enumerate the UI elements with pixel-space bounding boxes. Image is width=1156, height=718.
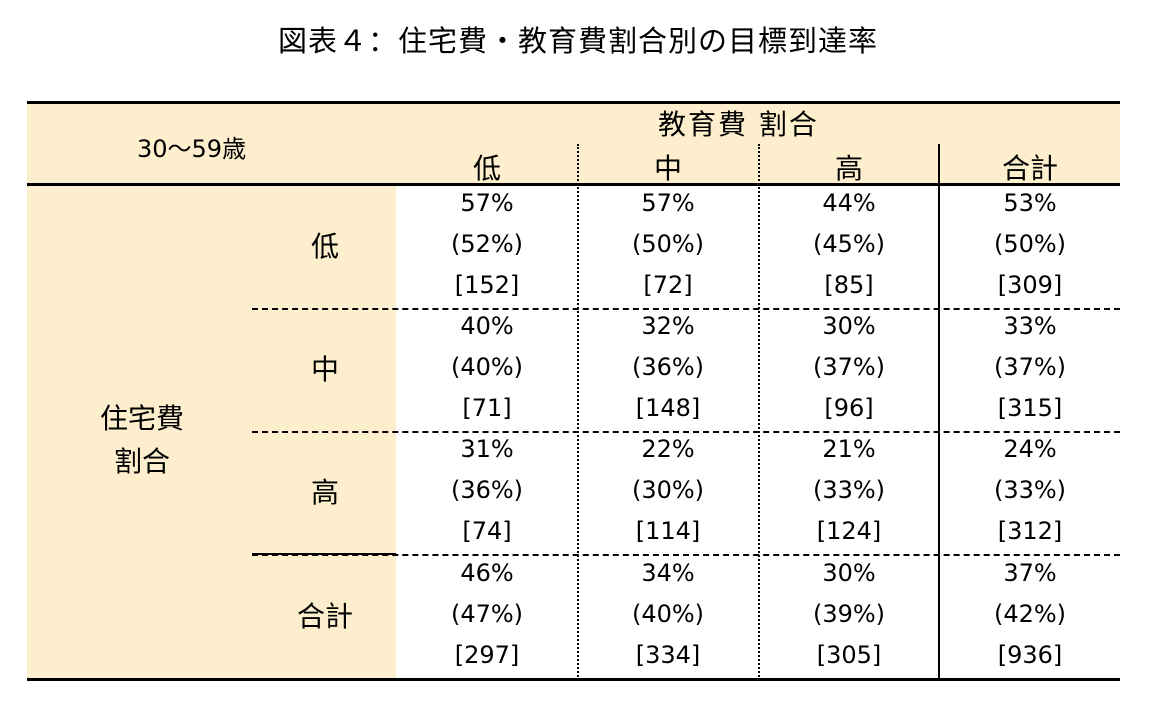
row-group-label-line: 割合 [113, 445, 170, 478]
row-divider [252, 431, 1120, 433]
corner-label: 30～59歳 [137, 135, 247, 163]
column-divider [577, 144, 579, 681]
cell-alt: (42%) [993, 600, 1067, 628]
cell-alt: (50%) [993, 230, 1067, 258]
column-header: 低 [472, 152, 501, 185]
cell-n: [71] [462, 394, 512, 422]
table-cell: 31% (36%) [74] [396, 429, 578, 552]
cell-alt: (47%) [450, 600, 524, 628]
cell-rate: 24% [1003, 435, 1057, 463]
table-cell: 22% (30%) [114] [577, 429, 759, 552]
table-cell: 40% (40%) [71] [396, 306, 578, 429]
cell-rate: 37% [1003, 559, 1057, 587]
cell-rate: 31% [460, 435, 514, 463]
cell-alt: (37%) [993, 353, 1067, 381]
column-header: 中 [653, 152, 682, 185]
cell-n: [334] [635, 641, 701, 669]
total-row-divider [252, 553, 396, 555]
table-cell: 53% (50%) [309] [939, 183, 1121, 306]
cell-n: [936] [997, 641, 1063, 669]
cell-rate: 21% [822, 435, 876, 463]
table-cell: 30% (37%) [96] [758, 306, 940, 429]
column-divider [758, 144, 760, 681]
cell-rate: 30% [822, 559, 876, 587]
table-cell: 37% (42%) [936] [939, 553, 1121, 676]
cell-rate: 40% [460, 312, 514, 340]
row-header: 低 [310, 230, 339, 263]
cell-n: [315] [997, 394, 1063, 422]
data-table: 30～59歳 教育費 割合 住宅費 割合 低中高合計低 57% (52%) [152]… [27, 101, 1120, 681]
row-group-label-line: 住宅費 [99, 402, 184, 435]
cell-n: [148] [635, 394, 701, 422]
cell-rate: 57% [460, 189, 514, 217]
cell-rate: 34% [641, 559, 695, 587]
cell-rate: 33% [1003, 312, 1057, 340]
cell-n: [114] [635, 517, 701, 545]
cell-alt: (33%) [812, 476, 886, 504]
cell-n: [72] [643, 271, 693, 299]
cell-alt: (37%) [812, 353, 886, 381]
cell-alt: (45%) [812, 230, 886, 258]
cell-n: [74] [462, 517, 512, 545]
column-header: 合計 [1001, 152, 1058, 185]
table-cell: 44% (45%) [85] [758, 183, 940, 306]
header-bottom-border [27, 183, 1120, 186]
table-cell: 32% (36%) [148] [577, 306, 759, 429]
cell-n: [124] [816, 517, 882, 545]
cell-alt: (50%) [631, 230, 705, 258]
cell-alt: (36%) [631, 353, 705, 381]
cell-alt: (40%) [631, 600, 705, 628]
cell-n: [297] [454, 641, 520, 669]
cell-alt: (30%) [631, 476, 705, 504]
row-group-label: 住宅費 割合 [82, 397, 202, 483]
table-cell: 46% (47%) [297] [396, 553, 578, 676]
cell-n: [305] [816, 641, 882, 669]
cell-rate: 44% [822, 189, 876, 217]
table-cell: 24% (33%) [312] [939, 429, 1121, 552]
cell-rate: 53% [1003, 189, 1057, 217]
cell-rate: 30% [822, 312, 876, 340]
cell-n: [152] [454, 271, 520, 299]
cell-alt: (33%) [993, 476, 1067, 504]
row-header: 高 [310, 476, 339, 509]
table-cell: 33% (37%) [315] [939, 306, 1121, 429]
row-divider [252, 554, 1120, 556]
cell-n: [96] [824, 394, 874, 422]
row-header: 合計 [296, 600, 353, 633]
row-divider [252, 308, 1120, 310]
cell-n: [309] [997, 271, 1063, 299]
header-background [27, 101, 1120, 184]
cell-n: [85] [824, 271, 874, 299]
cell-rate: 32% [641, 312, 695, 340]
table-cell: 34% (40%) [334] [577, 553, 759, 676]
cell-alt: (36%) [450, 476, 524, 504]
column-header: 高 [834, 152, 863, 185]
cell-alt: (39%) [812, 600, 886, 628]
cell-rate: 46% [460, 559, 514, 587]
cell-rate: 22% [641, 435, 695, 463]
table-cell: 57% (52%) [152] [396, 183, 578, 306]
table-cell: 21% (33%) [124] [758, 429, 940, 552]
page-title: 図表４：住宅費・教育費割合別の目標到達率 [277, 24, 878, 58]
cell-alt: (52%) [450, 230, 524, 258]
table-cell: 57% (50%) [72] [577, 183, 759, 306]
column-group-label: 教育費 割合 [658, 108, 819, 141]
table-top-border [27, 101, 1120, 104]
cell-rate: 57% [641, 189, 695, 217]
cell-alt: (40%) [450, 353, 524, 381]
table-cell: 30% (39%) [305] [758, 553, 940, 676]
row-header: 中 [310, 353, 339, 386]
table-bottom-border [27, 678, 1120, 681]
cell-n: [312] [997, 517, 1063, 545]
column-divider [938, 144, 940, 681]
